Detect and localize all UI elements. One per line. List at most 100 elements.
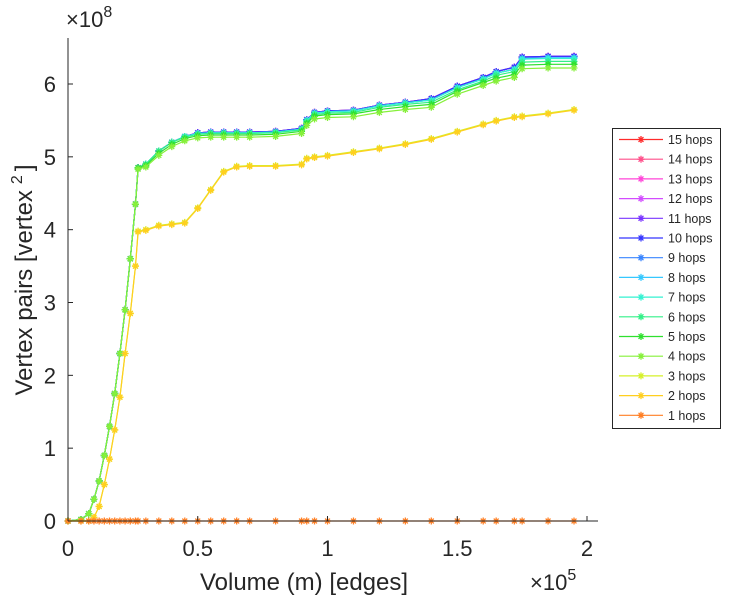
- plot-series: [64, 52, 578, 525]
- y-multiplier: ×108: [66, 4, 112, 32]
- legend-marker-icon: [637, 273, 645, 281]
- data-point-marker: [131, 262, 139, 270]
- data-point-marker: [233, 163, 241, 171]
- y-tick-label: 6: [44, 72, 56, 97]
- data-point-marker: [298, 130, 306, 138]
- y-tick-label: 0: [44, 509, 56, 534]
- legend-label: 12 hops: [668, 192, 712, 206]
- series-2-hops: [64, 106, 578, 525]
- y-tick-label: 2: [44, 363, 56, 388]
- series-15-hops: [64, 52, 578, 525]
- x-tick-label: 0.5: [182, 536, 213, 561]
- legend-marker-icon: [637, 411, 645, 419]
- data-point-marker: [126, 255, 134, 263]
- legend-item: 3 hops: [619, 369, 706, 383]
- data-point-marker: [207, 186, 215, 194]
- series-line: [68, 108, 575, 522]
- data-point-marker: [510, 114, 518, 122]
- data-point-marker: [298, 161, 306, 169]
- legend-label: 8 hops: [668, 271, 706, 285]
- data-point-marker: [155, 222, 163, 230]
- legend-marker-icon: [637, 352, 645, 360]
- data-point-marker: [479, 81, 487, 89]
- legend-marker-icon: [637, 313, 645, 321]
- data-point-marker: [349, 148, 357, 156]
- data-point-marker: [453, 128, 461, 136]
- data-point-marker: [121, 306, 129, 314]
- data-point-marker: [131, 200, 139, 208]
- data-point-marker: [246, 133, 254, 141]
- legend-label: 7 hops: [668, 291, 706, 305]
- data-point-marker: [134, 165, 142, 173]
- series-line: [67, 55, 574, 522]
- data-point-marker: [207, 133, 215, 141]
- data-point-marker: [303, 122, 311, 130]
- data-point-marker: [401, 140, 409, 148]
- x-tick-label: 0: [62, 536, 74, 561]
- x-tick-label: 1.5: [442, 536, 473, 561]
- legend-marker-icon: [637, 214, 645, 222]
- series-line: [67, 55, 574, 522]
- data-point-marker: [116, 349, 124, 357]
- data-point-marker: [134, 228, 142, 236]
- data-point-marker: [479, 121, 487, 129]
- legend-item: 12 hops: [619, 192, 712, 206]
- legend-item: 13 hops: [619, 172, 712, 186]
- series-12-hops: [64, 52, 578, 525]
- series-line: [67, 57, 574, 522]
- legend-label: 3 hops: [668, 369, 706, 383]
- series-line: [67, 67, 574, 522]
- y-axis-label: Vertex pairs [vertex2]: [9, 165, 38, 396]
- legend-item: 10 hops: [619, 232, 712, 246]
- data-point-marker: [155, 151, 163, 159]
- legend-item: 1 hops: [619, 409, 706, 423]
- legend-label: 13 hops: [668, 172, 712, 186]
- legend-item: 7 hops: [619, 291, 706, 305]
- legend-label: 14 hops: [668, 153, 712, 167]
- data-point-marker: [375, 108, 383, 116]
- series-5-hops: [64, 60, 578, 525]
- data-point-marker: [142, 163, 150, 171]
- legend-marker-icon: [637, 333, 645, 340]
- data-point-marker: [510, 73, 518, 81]
- legend-label: 5 hops: [668, 330, 706, 344]
- data-point-marker: [100, 451, 108, 459]
- data-point-marker: [518, 65, 526, 73]
- data-point-marker: [181, 137, 189, 145]
- data-point-marker: [544, 60, 552, 68]
- legend-item: 8 hops: [619, 271, 706, 285]
- data-point-marker: [375, 145, 383, 153]
- data-point-marker: [324, 152, 331, 160]
- data-point-marker: [544, 64, 552, 72]
- series-line: [67, 63, 574, 522]
- data-point-marker: [311, 154, 319, 162]
- x-tick-label: 1: [321, 536, 333, 561]
- data-point-marker: [349, 113, 357, 121]
- legend-marker-icon: [637, 195, 645, 203]
- data-point-marker: [570, 64, 578, 72]
- data-point-marker: [106, 455, 114, 463]
- legend-item: 15 hops: [619, 133, 712, 147]
- legend-marker-icon: [637, 155, 645, 163]
- series-10-hops: [64, 52, 578, 525]
- data-point-marker: [121, 349, 129, 357]
- legend-marker-icon: [637, 175, 645, 183]
- y-tick-label: 1: [44, 436, 56, 461]
- legend-marker-icon: [637, 136, 645, 143]
- series-line: [67, 60, 574, 522]
- data-point-marker: [492, 117, 500, 125]
- x-axis-label: Volume (m) [edges]: [200, 569, 408, 596]
- y-tick-label: 5: [44, 145, 56, 170]
- x-multiplier: ×105: [530, 567, 576, 595]
- data-point-marker: [401, 105, 409, 113]
- data-point-marker: [168, 143, 176, 151]
- axis-ticks: 0 0.5 1 1.5 2 0 1 2 3 4 5 6: [44, 72, 593, 561]
- data-point-marker: [111, 390, 119, 398]
- legend: 15 hops 14 hops 13 hops 12 hops 11 hops 10 ho…: [612, 128, 721, 429]
- data-point-marker: [142, 226, 150, 234]
- data-point-marker: [100, 481, 108, 489]
- legend-label: 11 hops: [668, 212, 712, 226]
- legend-item: 4 hops: [619, 350, 706, 364]
- data-point-marker: [181, 219, 189, 227]
- legend-item: 2 hops: [619, 389, 706, 403]
